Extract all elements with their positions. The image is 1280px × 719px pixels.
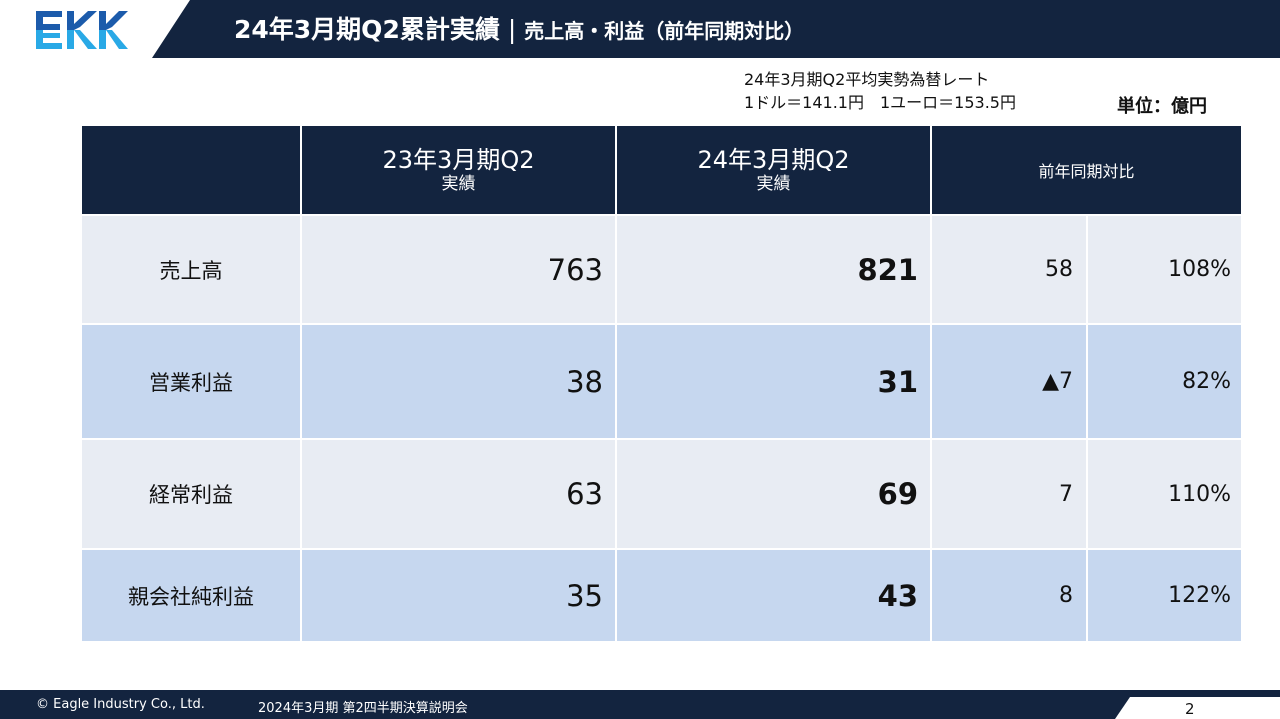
exchange-rate-title: 24年3月期Q2平均実勢為替レート [744, 70, 990, 89]
table-row: 売上高 763 821 58 108% [80, 214, 1243, 325]
unit-label: 単位：億円 [1117, 96, 1207, 117]
row-label: 営業利益 [80, 323, 302, 440]
pct-value: 110% [1086, 438, 1243, 550]
diff-value: ▲7 [930, 323, 1088, 440]
header-yoy: 前年同期対比 [930, 124, 1243, 216]
curr-value: 821 [615, 214, 932, 325]
row-label: 経常利益 [80, 438, 302, 550]
header-bar [0, 0, 1280, 58]
ekk-logo-icon [36, 11, 128, 49]
prev-value: 38 [300, 323, 617, 440]
pct-value: 122% [1086, 548, 1243, 643]
table-row: 経常利益 63 69 7 110% [80, 438, 1243, 550]
curr-value: 31 [615, 323, 932, 440]
diff-value: 8 [930, 548, 1088, 643]
header-blank [80, 124, 302, 216]
diff-value: 58 [930, 214, 1088, 325]
pct-value: 82% [1086, 323, 1243, 440]
row-label: 親会社純利益 [80, 548, 302, 643]
event-name: 2024年3月期 第2四半期決算説明会 [258, 701, 468, 716]
copyright: © Eagle Industry Co., Ltd. [36, 697, 205, 712]
page-number: 2 [1185, 700, 1195, 718]
logo-area [0, 0, 190, 58]
header-curr-year: 24年3月期Q2 実績 [615, 124, 932, 216]
page-title: 24年3月期Q2累計実績 | 売上高・利益（前年同期対比） [234, 10, 804, 50]
table-row: 親会社純利益 35 43 8 122% [80, 548, 1243, 643]
results-table: 23年3月期Q2 実績 24年3月期Q2 実績 前年同期対比 売上高 763 8… [80, 124, 1243, 643]
title-main: 24年3月期Q2累計実績 [234, 15, 500, 44]
curr-value: 43 [615, 548, 932, 643]
diff-value: 7 [930, 438, 1088, 550]
exchange-rate-note: 24年3月期Q2平均実勢為替レート 1ドル＝141.1円 1ユーロ＝153.5円 [744, 68, 1016, 114]
prev-value: 63 [300, 438, 617, 550]
exchange-rate-values: 1ドル＝141.1円 1ユーロ＝153.5円 [744, 93, 1016, 112]
prev-value: 763 [300, 214, 617, 325]
page-number-box [1115, 697, 1280, 719]
pct-value: 108% [1086, 214, 1243, 325]
footer-bar [0, 690, 1280, 719]
row-label: 売上高 [80, 214, 302, 325]
title-separator: | [507, 15, 517, 44]
prev-value: 35 [300, 548, 617, 643]
table-row: 営業利益 38 31 ▲7 82% [80, 323, 1243, 440]
curr-value: 69 [615, 438, 932, 550]
table-header-row: 23年3月期Q2 実績 24年3月期Q2 実績 前年同期対比 [80, 124, 1243, 216]
title-sub: 売上高・利益（前年同期対比） [524, 19, 805, 43]
header-prev-year: 23年3月期Q2 実績 [300, 124, 617, 216]
